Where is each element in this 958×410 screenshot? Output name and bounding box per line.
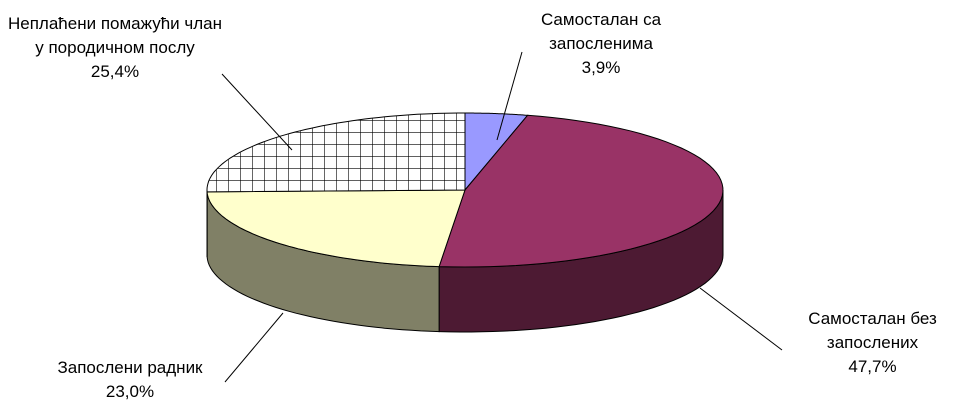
category-name: Самосталан са запосленима — [540, 10, 662, 53]
category-name: Неплаћени помажући члан у породичном пос… — [8, 14, 222, 57]
slice — [206, 112, 466, 193]
value-label: 3,9% — [581, 58, 621, 77]
slice-label: Самосталан без запослених 47,7% — [790, 307, 955, 379]
slice — [438, 114, 724, 268]
leader-line — [221, 73, 293, 151]
slice-label: Неплаћени помажући члан у породичном пос… — [5, 12, 225, 84]
category-name: Запослени радник — [57, 358, 203, 377]
slice-label: Самосталан са запосленима 3,9% — [521, 8, 681, 80]
category-name: Самосталан без запослених — [808, 309, 937, 352]
value-label: 23,0% — [105, 382, 155, 401]
value-label: 47,7% — [848, 357, 897, 376]
leader-line — [699, 287, 783, 351]
value-label: 25,4% — [90, 62, 140, 81]
leader-line — [224, 312, 284, 383]
slice — [206, 189, 466, 268]
slice-label: Запослени радник 23,0% — [20, 356, 240, 404]
leader-line — [496, 51, 523, 141]
